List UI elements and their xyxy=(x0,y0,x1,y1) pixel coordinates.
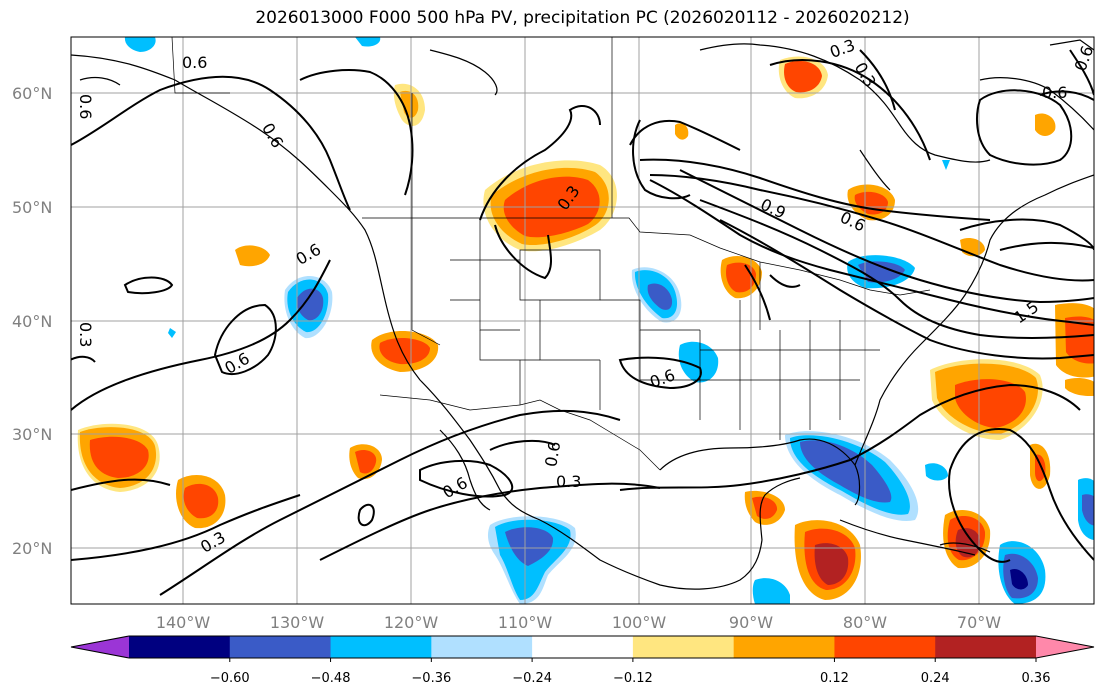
lon-axis: 140°W 130°W 120°W 110°W 100°W 90°W 80°W … xyxy=(156,613,1001,632)
lat-label: 40°N xyxy=(12,312,52,331)
contour-label: 0.6 xyxy=(541,440,564,468)
political-boundaries xyxy=(171,37,931,471)
lon-label: 120°W xyxy=(384,613,439,632)
precip-blob-california xyxy=(371,330,439,372)
lon-label: 90°W xyxy=(729,613,773,632)
colorbar-segment xyxy=(632,636,735,658)
lon-label: 100°W xyxy=(612,613,667,632)
precip-blob-neg-mexico xyxy=(487,516,576,604)
lon-label: 110°W xyxy=(498,613,553,632)
colorbar-labels: −0.60−0.48−0.36−0.24−0.120.120.240.360.4… xyxy=(210,658,1051,686)
lon-label: 130°W xyxy=(270,613,325,632)
colorbar-tick-label: −0.24 xyxy=(512,671,552,686)
coastlines xyxy=(71,39,1094,590)
colorbar-tick-label: 0.24 xyxy=(921,671,950,686)
colorbar-tick-label: −0.12 xyxy=(613,671,653,686)
colorbar-tick-label: 0.36 xyxy=(1022,671,1051,686)
contour-label: 0.3 xyxy=(556,472,581,491)
colorbar-segment xyxy=(229,636,332,658)
precip-blob-caribbean xyxy=(794,520,861,600)
precip-blob-neg-plains xyxy=(631,267,719,383)
colorbar-segment xyxy=(330,636,432,658)
precip-blob-neg-pacific-nw xyxy=(284,275,333,339)
colorbar xyxy=(70,635,1095,659)
lon-label: 80°W xyxy=(843,613,887,632)
colorbar-extension-high xyxy=(1036,636,1094,658)
lat-label: 50°N xyxy=(12,198,52,217)
lon-label: 70°W xyxy=(957,613,1001,632)
precip-blob-pacific-25n xyxy=(175,475,226,529)
lon-label: 140°W xyxy=(156,613,211,632)
precip-shading xyxy=(77,37,1094,604)
precip-blob-neg-misc xyxy=(124,37,1094,604)
colorbar-segment xyxy=(834,636,936,658)
colorbar-extension-low xyxy=(71,636,129,658)
contour-label: 0.6 xyxy=(76,94,95,119)
pv-contours xyxy=(71,49,1094,596)
colorbar-segment xyxy=(431,636,533,658)
colorbar-tick-label: 0.12 xyxy=(820,671,849,686)
lat-label: 20°N xyxy=(12,539,52,558)
lat-axis: 60°N 50°N 40°N 30°N 20°N xyxy=(12,84,52,558)
colorbar-segment xyxy=(532,636,634,658)
precip-blob-east-atlantic xyxy=(1055,303,1094,378)
lat-label: 30°N xyxy=(12,425,52,444)
contour-label: 0.3 xyxy=(76,322,95,347)
map-frame xyxy=(70,36,1095,605)
colorbar-segment xyxy=(129,636,231,658)
precip-blob-hispaniola xyxy=(943,510,991,569)
precip-blob-nw-plains xyxy=(483,160,617,252)
precip-blob-hudson xyxy=(778,56,828,99)
colorbar-tick-label: −0.48 xyxy=(311,671,351,686)
colorbar-outline xyxy=(70,635,1095,659)
colorbar-tick-label: −0.60 xyxy=(210,671,250,686)
map-title: 2026013000 F000 500 hPa PV, precipitatio… xyxy=(255,8,910,28)
contour-label: 0.6 xyxy=(182,53,207,72)
precip-blob-misc xyxy=(235,83,1094,525)
colorbar-segment xyxy=(935,636,1037,658)
colorbar-tick-label: −0.36 xyxy=(411,671,451,686)
contour-label: 0.6 xyxy=(1042,83,1067,102)
precip-blob-neg-florida xyxy=(785,431,919,521)
lat-label: 60°N xyxy=(12,84,52,103)
colorbar-segment xyxy=(733,636,835,658)
contour-label: 0.6 xyxy=(1071,43,1098,73)
precip-blob-pacific-30n xyxy=(77,423,160,492)
